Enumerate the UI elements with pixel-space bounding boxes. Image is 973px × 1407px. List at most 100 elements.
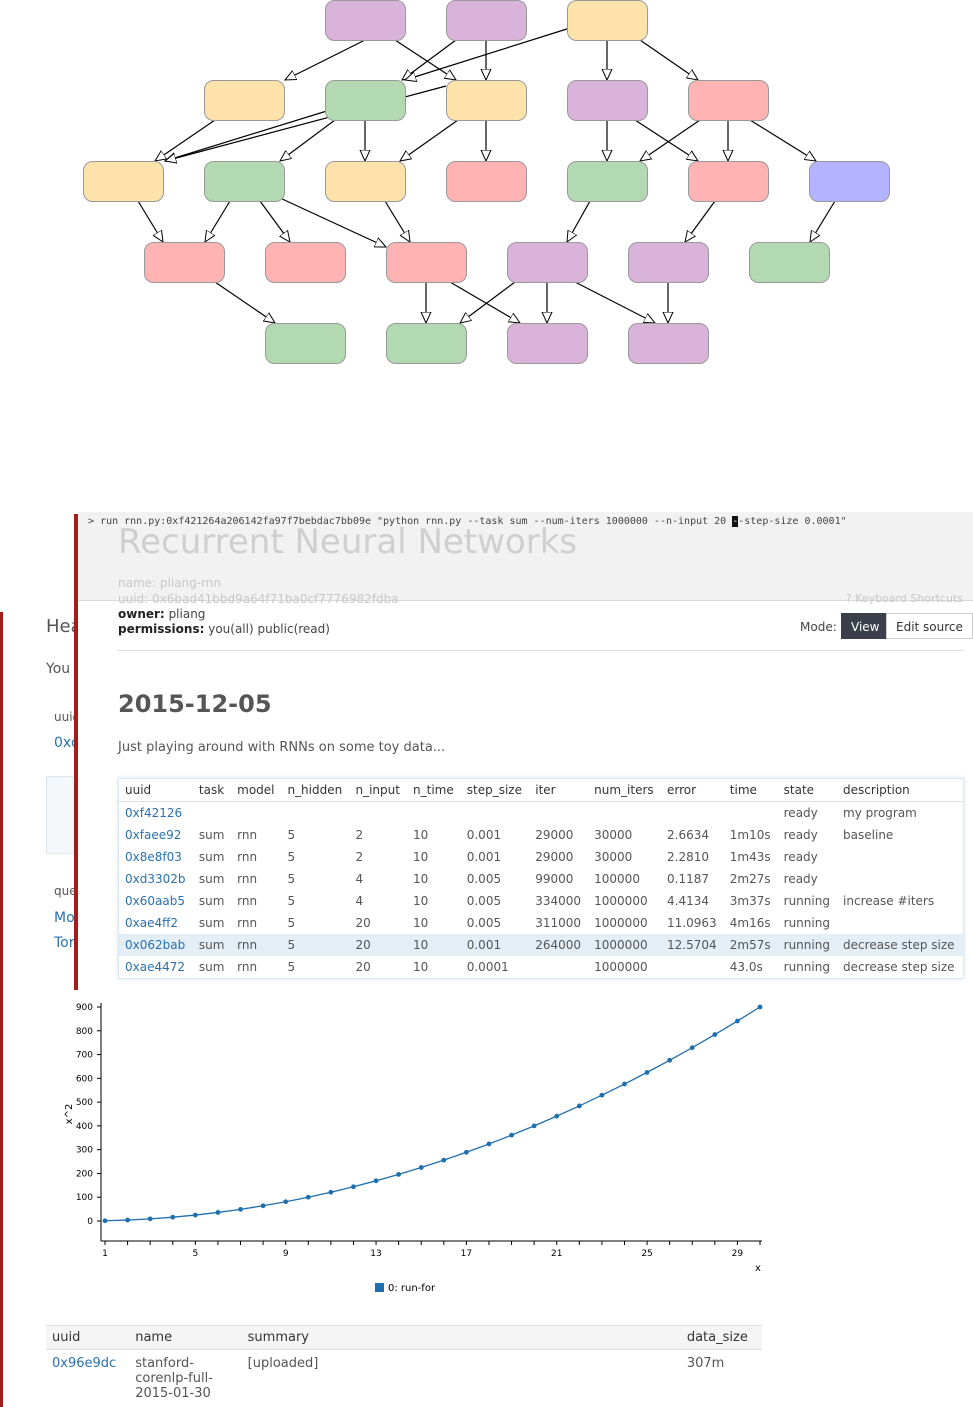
- bundle-col-data-size[interactable]: data_size: [680, 1325, 762, 1350]
- run-uuid-link[interactable]: 0x8e8f03: [125, 850, 182, 864]
- graph-node-purple[interactable]: [507, 323, 588, 364]
- runs-col-description[interactable]: description: [837, 778, 964, 802]
- data-point[interactable]: [689, 1045, 695, 1051]
- graph-node-yellow[interactable]: [325, 161, 406, 202]
- table-row[interactable]: 0xd3302b sum rnn 5 4 10 0.005 99000 100000 0.1187…: [119, 868, 964, 890]
- graph-node-purple[interactable]: [567, 80, 648, 121]
- data-point[interactable]: [147, 1216, 153, 1222]
- command-bar[interactable]: Recurrent Neural Networks name: pliang-r…: [78, 512, 973, 606]
- graph-node-yellow[interactable]: [567, 0, 648, 41]
- graph-node-red[interactable]: [688, 80, 769, 121]
- data-point[interactable]: [260, 1203, 266, 1209]
- data-point[interactable]: [735, 1018, 740, 1024]
- data-point[interactable]: [463, 1149, 469, 1155]
- bundle-cell-uuid[interactable]: 0x96e9dc: [52, 1356, 117, 1371]
- table-row[interactable]: 0x062bab sum rnn 5 20 10 0.001 264000 1000000 12.…: [118, 934, 964, 956]
- runs-col-iter[interactable]: iter: [529, 778, 589, 802]
- run-uuid-link[interactable]: 0xae4ff2: [125, 916, 179, 930]
- runs-col-error[interactable]: error: [661, 778, 724, 802]
- data-point[interactable]: [757, 1004, 763, 1010]
- run-uuid-link[interactable]: 0x60aab5: [125, 894, 185, 908]
- bundle-col-summary[interactable]: summary: [241, 1325, 681, 1350]
- graph-node-yellow[interactable]: [446, 80, 527, 121]
- runs-col-task[interactable]: task: [192, 778, 232, 802]
- data-point[interactable]: [554, 1113, 560, 1119]
- keyboard-shortcuts-link[interactable]: ? Keyboard Shortcuts: [845, 592, 963, 605]
- edit-source-button[interactable]: Edit source: [886, 613, 973, 639]
- graph-node-green[interactable]: [749, 242, 830, 283]
- runs-col-step-size[interactable]: step_size: [460, 778, 530, 802]
- data-point[interactable]: [170, 1214, 176, 1220]
- data-point[interactable]: [328, 1189, 334, 1195]
- data-point[interactable]: [125, 1217, 130, 1223]
- data-point[interactable]: [215, 1210, 221, 1215]
- bundle-col-uuid[interactable]: uuid: [46, 1325, 130, 1350]
- data-point[interactable]: [509, 1132, 514, 1138]
- back-link-2[interactable]: Tor: [54, 935, 75, 951]
- back-uuid-link[interactable]: 0xc: [54, 735, 79, 751]
- data-point[interactable]: [192, 1212, 198, 1218]
- table-row[interactable]: 0xae4ff2 sum rnn 5 20 10 0.005 311000 1000000 11.…: [119, 912, 964, 934]
- graph-node-purple[interactable]: [446, 0, 527, 41]
- run-uuid-link[interactable]: 0xd3302b: [125, 872, 186, 886]
- graph-node-red[interactable]: [446, 161, 527, 202]
- runs-col-n-time[interactable]: n_time: [407, 778, 461, 802]
- run-uuid-link[interactable]: 0xae4472: [125, 960, 186, 974]
- runs-col-uuid[interactable]: uuid: [118, 778, 193, 802]
- graph-node-green[interactable]: [265, 323, 346, 364]
- data-point[interactable]: [667, 1057, 673, 1063]
- runs-col-n-hidden[interactable]: n_hidden: [281, 778, 350, 802]
- table-row[interactable]: 0xfaee92 sum rnn 5 2 10 0.001 29000 30000 2.6634 1…: [119, 824, 964, 846]
- data-point[interactable]: [305, 1194, 311, 1200]
- graph-node-purple[interactable]: [628, 242, 709, 283]
- run-uuid-link[interactable]: 0xf42126: [125, 806, 183, 820]
- left-accent-strip: [0, 612, 3, 1407]
- graph-node-purple[interactable]: [628, 323, 709, 364]
- graph-node-red[interactable]: [688, 161, 769, 202]
- data-point[interactable]: [486, 1141, 492, 1147]
- graph-node-green[interactable]: [325, 80, 406, 121]
- data-point[interactable]: [373, 1178, 379, 1184]
- run-uuid-link[interactable]: 0x062bab: [118, 934, 193, 956]
- runs-col-state[interactable]: state: [777, 778, 838, 802]
- run-uuid-link[interactable]: 0xfaee92: [125, 828, 182, 842]
- table-row[interactable]: 0xae4472 sum rnn 5 20 10 0.0001 1000000 43.0s run…: [119, 956, 964, 979]
- data-point[interactable]: [418, 1165, 424, 1170]
- run-cell-task: sum: [198, 850, 225, 864]
- view-mode-button[interactable]: View: [841, 613, 890, 639]
- graph-node-red[interactable]: [386, 242, 467, 283]
- data-point[interactable]: [441, 1157, 447, 1163]
- graph-node-red[interactable]: [265, 242, 346, 283]
- runs-col-time[interactable]: time: [723, 778, 778, 802]
- table-row[interactable]: 0x8e8f03 sum rnn 5 2 10 0.001 29000 30000 2.2810 1…: [119, 846, 964, 868]
- command-input[interactable]: > run rnn.py:0xf421264a206142fa97f7bebda…: [88, 516, 847, 527]
- data-point[interactable]: [531, 1123, 537, 1129]
- bundle-col-name[interactable]: name: [129, 1325, 242, 1350]
- data-point[interactable]: [238, 1206, 243, 1212]
- graph-node-red[interactable]: [144, 242, 225, 283]
- data-point[interactable]: [351, 1184, 356, 1190]
- graph-node-green[interactable]: [204, 161, 285, 202]
- data-point[interactable]: [283, 1199, 289, 1205]
- table-row[interactable]: 0x96e9dc stanford- corenlp-full- 2015-01-…: [46, 1350, 762, 1407]
- graph-node-green[interactable]: [567, 161, 648, 202]
- graph-node-yellow[interactable]: [204, 80, 285, 121]
- graph-node-purple[interactable]: [507, 242, 588, 283]
- data-point[interactable]: [622, 1081, 627, 1087]
- graph-node-blue[interactable]: [809, 161, 890, 202]
- table-row[interactable]: 0xf42126 ready my program: [119, 802, 964, 825]
- graph-node-purple[interactable]: [325, 0, 406, 41]
- runs-col-model[interactable]: model: [231, 778, 282, 802]
- runs-col-n-input[interactable]: n_input: [349, 778, 408, 802]
- data-point[interactable]: [576, 1103, 582, 1109]
- graph-node-yellow[interactable]: [83, 161, 164, 202]
- graph-node-green[interactable]: [386, 323, 467, 364]
- table-row[interactable]: 0x60aab5 sum rnn 5 4 10 0.005 334000 1000000 4.41…: [119, 890, 964, 912]
- data-point[interactable]: [644, 1069, 650, 1075]
- runs-col-num-iters[interactable]: num_iters: [588, 778, 661, 802]
- data-point[interactable]: [102, 1218, 108, 1224]
- data-point[interactable]: [712, 1032, 718, 1037]
- back-link-1[interactable]: Mo: [54, 910, 75, 926]
- data-point[interactable]: [599, 1092, 605, 1098]
- data-point[interactable]: [396, 1171, 402, 1177]
